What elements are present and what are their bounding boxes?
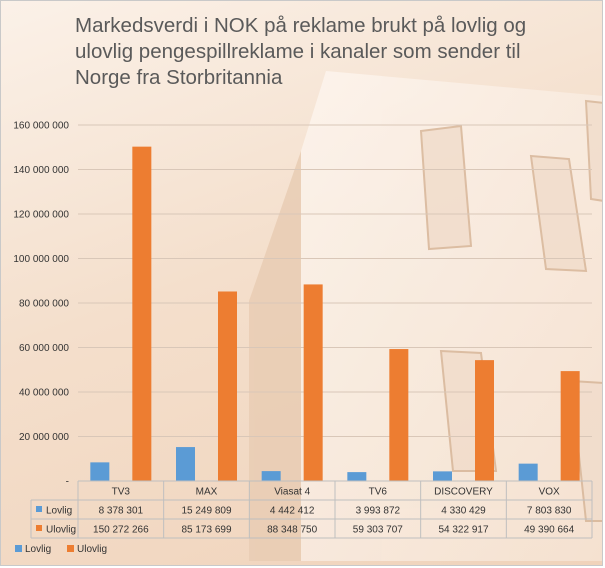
bar-lovlig [347, 472, 367, 481]
bar-ulovlig [475, 360, 494, 481]
data-label: 150 272 266 [93, 525, 149, 536]
gridlines [78, 124, 592, 437]
category-label: TV3 [112, 487, 131, 498]
data-label: 8 378 301 [99, 506, 144, 517]
category-label: TV6 [369, 487, 388, 498]
y-tick-label: 160 000 000 [13, 121, 69, 132]
y-tick-label: 60 000 000 [19, 343, 69, 354]
legend: Lovlig Ulovlig [15, 544, 107, 555]
chart-title: Markedsverdi i NOK på reklame brukt på l… [75, 14, 527, 89]
data-label: 85 173 699 [181, 525, 231, 536]
legend-label: Ulovlig [77, 544, 107, 555]
category-label: MAX [196, 487, 218, 498]
table-legend-key [36, 525, 42, 531]
legend-key-lovlig [15, 545, 22, 552]
data-label: 49 390 664 [524, 525, 574, 536]
legend-label: Lovlig [25, 544, 51, 555]
y-tick-label: 120 000 000 [13, 210, 69, 221]
y-tick-label: 100 000 000 [13, 254, 69, 265]
data-label: 4 442 412 [270, 506, 315, 517]
data-table: TV3 MAX Viasat 4 TV6 DISCOVERY VOX Lovlig 8 378… [30, 480, 593, 539]
y-tick-label: 20 000 000 [19, 432, 69, 443]
category-label: VOX [539, 487, 560, 498]
bar-lovlig [176, 447, 195, 481]
bar-ulovlig [560, 371, 580, 481]
category-label: DISCOVERY [434, 487, 493, 498]
bar-lovlig [518, 463, 538, 481]
table-series-name: Lovlig [46, 506, 72, 517]
y-tick-label: 40 000 000 [19, 388, 69, 399]
legend-key-ulovlig [67, 545, 74, 552]
bar-ulovlig [303, 284, 323, 481]
y-tick-label: 140 000 000 [13, 165, 69, 176]
bars [90, 146, 580, 481]
table-series-name: Ulovlig [46, 525, 76, 536]
bar-ulovlig [218, 291, 237, 481]
bar-lovlig [261, 471, 281, 481]
bar-lovlig [90, 462, 110, 481]
data-label: 3 993 872 [356, 506, 401, 517]
data-label: 4 330 429 [441, 506, 486, 517]
bar-lovlig [433, 471, 452, 481]
y-axis: - 20 000 000 40 000 000 60 000 000 80 000 00… [13, 121, 69, 488]
bar-ulovlig [132, 146, 152, 481]
bar-ulovlig [389, 349, 409, 481]
y-tick-label: - [66, 477, 69, 488]
table-legend-key [36, 506, 42, 512]
data-label: 15 249 809 [181, 506, 231, 517]
data-label: 54 322 917 [438, 525, 488, 536]
y-tick-label: 80 000 000 [19, 299, 69, 310]
data-label: 7 803 830 [527, 506, 572, 517]
data-label: 59 303 707 [353, 525, 403, 536]
data-label: 88 348 750 [267, 525, 317, 536]
category-label: Viasat 4 [274, 487, 310, 498]
